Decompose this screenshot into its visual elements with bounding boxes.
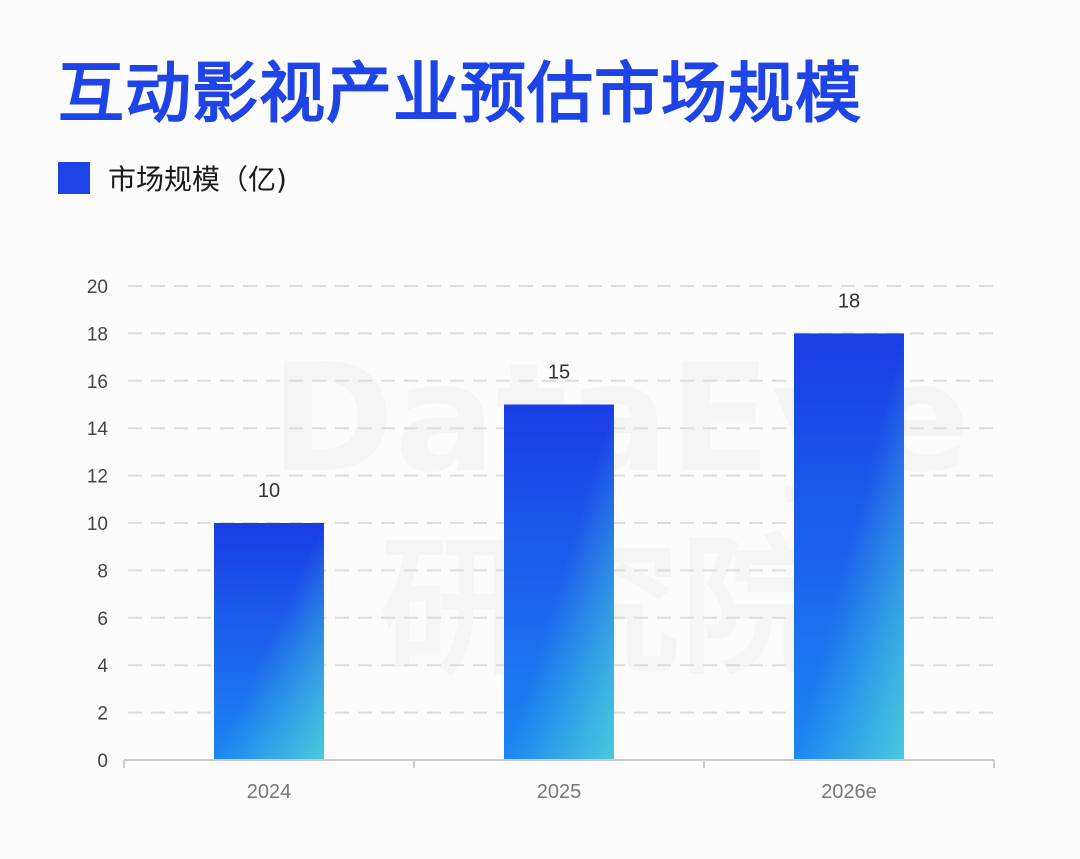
chart-title: 互动影视产业预估市场规模 xyxy=(58,55,862,132)
legend: 市场规模（亿) xyxy=(58,158,287,198)
y-tick-label: 0 xyxy=(97,751,108,772)
y-tick-label: 12 xyxy=(87,467,108,488)
y-tick-label: 4 xyxy=(97,656,108,677)
data-label: 18 xyxy=(838,290,860,312)
y-tick-label: 10 xyxy=(87,514,108,535)
data-label: 10 xyxy=(258,480,280,502)
x-tick-label: 2025 xyxy=(537,781,582,803)
y-tick-label: 6 xyxy=(97,609,108,630)
y-tick-label: 2 xyxy=(97,704,108,725)
y-tick-label: 20 xyxy=(87,277,108,298)
legend-swatch xyxy=(58,162,90,194)
x-tick-label: 2024 xyxy=(247,781,292,803)
bar-highlight xyxy=(504,404,614,760)
y-tick-label: 18 xyxy=(87,324,108,345)
data-label: 15 xyxy=(548,362,570,384)
legend-label: 市场规模（亿) xyxy=(108,163,287,196)
y-tick-label: 14 xyxy=(87,419,109,440)
y-tick-label: 16 xyxy=(87,372,108,393)
bar-highlight xyxy=(214,523,324,760)
x-tick-label: 2026e xyxy=(821,781,877,803)
y-tick-label: 8 xyxy=(97,561,108,582)
bar-highlight xyxy=(794,333,904,760)
